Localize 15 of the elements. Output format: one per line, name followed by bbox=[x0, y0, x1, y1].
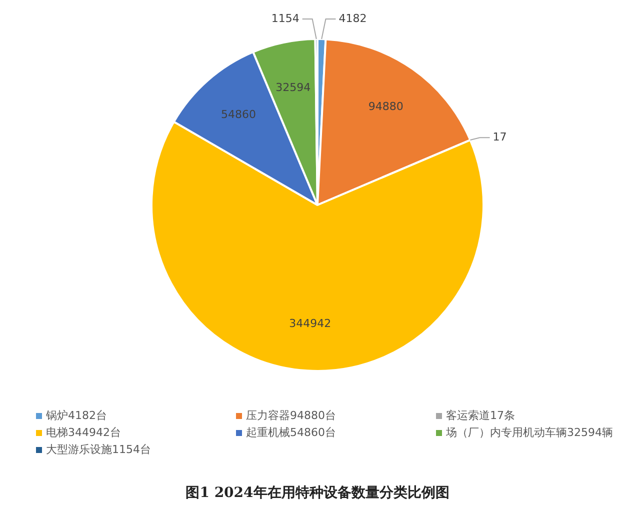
legend-label: 场（厂）内专用机动车辆32594辆 bbox=[446, 425, 613, 440]
legend-label: 客运索道17条 bbox=[446, 408, 515, 423]
data-label: 17 bbox=[492, 130, 507, 144]
data-label: 344942 bbox=[289, 317, 332, 330]
text: 图1 2024年在用特种设备数量分类比例图 bbox=[184, 484, 450, 502]
legend-label: 电梯344942台 bbox=[46, 425, 121, 440]
legend-label: 起重机械54860台 bbox=[246, 425, 336, 440]
legend-label: 锅炉4182台 bbox=[46, 408, 107, 423]
legend-label: 压力容器94880台 bbox=[246, 408, 336, 423]
data-label: 4182 bbox=[338, 12, 367, 25]
data-label: 94880 bbox=[368, 100, 404, 113]
data-label: 1154 bbox=[271, 12, 300, 25]
data-label: 32594 bbox=[276, 80, 311, 94]
legend-label: 大型游乐设施1154台 bbox=[46, 442, 151, 457]
data-label: 54860 bbox=[221, 108, 256, 122]
